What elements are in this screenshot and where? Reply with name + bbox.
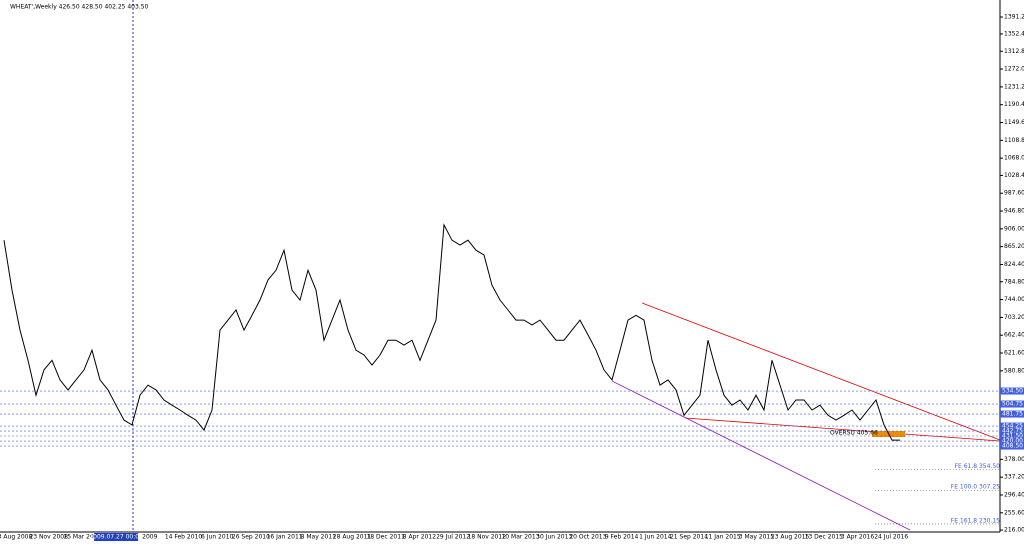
x-tick-label: 16 Jan 2011 bbox=[267, 534, 303, 541]
level-label: 481.75 bbox=[1002, 411, 1023, 418]
crosshair-label bbox=[94, 533, 139, 541]
level-box bbox=[1000, 410, 1024, 418]
y-tick-label: 987.60 bbox=[1004, 190, 1024, 197]
y-tick-label: 378.00 bbox=[1004, 456, 1024, 463]
x-tick-label: 13 Dec 2015 bbox=[805, 534, 844, 541]
x-tick-label: 18 Nov 2012 bbox=[468, 534, 507, 541]
level-box bbox=[1000, 422, 1024, 430]
level-box bbox=[1000, 442, 1024, 450]
y-tick-label: 865.20 bbox=[1004, 243, 1024, 250]
y-tick-label: 1272.00 bbox=[1004, 66, 1024, 73]
fibo-label: FE 100.0 307.25 bbox=[951, 484, 1000, 491]
fibo-label: FE 161.8 230.15 bbox=[951, 517, 1000, 524]
x-tick-label: 23 Aug 2015 bbox=[771, 534, 810, 541]
x-tick-label: 30 Jun 2013 bbox=[536, 534, 572, 541]
y-tick-label: 784.80 bbox=[1004, 278, 1024, 285]
y-tick-label: 216.00 bbox=[1004, 527, 1024, 534]
y-tick-label: 1149.60 bbox=[1004, 119, 1024, 126]
level-box bbox=[1000, 427, 1024, 435]
level-label: 504.75 bbox=[1002, 401, 1023, 408]
y-tick-label: 1028.40 bbox=[1004, 172, 1024, 179]
x-tick-label: 2009 bbox=[142, 534, 157, 541]
y-tick-label: 1312.80 bbox=[1004, 48, 1024, 55]
y-tick-label: 662.40 bbox=[1004, 332, 1024, 339]
x-tick-label: 8 May 2011 bbox=[301, 534, 336, 541]
fibo-label: FE 61.8 354.50 bbox=[955, 463, 1001, 470]
y-tick-label: 337.20 bbox=[1004, 474, 1024, 481]
x-tick-label: 20 Oct 2013 bbox=[569, 534, 606, 541]
x-tick-label: 21 Sep 2014 bbox=[670, 534, 708, 541]
y-tick-label: 1231.20 bbox=[1004, 83, 1024, 90]
x-tick-label: 3 Aug 2008 bbox=[0, 534, 32, 541]
x-tick-label: 15 Mar 2009 bbox=[63, 534, 101, 541]
y-tick-label: 906.00 bbox=[1004, 225, 1024, 232]
x-tick-label: 9 Feb 2014 bbox=[605, 534, 639, 541]
x-tick-label: 6 Jun 2010 bbox=[201, 534, 233, 541]
y-tick-label: 744.00 bbox=[1004, 296, 1024, 303]
price-line bbox=[3, 223, 900, 441]
x-tick-label: 23 Nov 2008 bbox=[29, 534, 68, 541]
x-tick-label: 14 Feb 2010 bbox=[165, 534, 203, 541]
level-label: 454.25 bbox=[1002, 423, 1023, 430]
y-tick-label: 703.20 bbox=[1004, 314, 1024, 321]
y-tick-label: 296.40 bbox=[1004, 491, 1024, 498]
y-tick-label: 1391.20 bbox=[1004, 14, 1024, 21]
y-tick-label: 255.60 bbox=[1004, 509, 1024, 516]
x-tick-label: 8 Apr 2012 bbox=[403, 534, 436, 541]
level-label: 442.75 bbox=[1002, 428, 1023, 435]
trendline bbox=[641, 302, 1001, 441]
x-tick-label: 18 Dec 2011 bbox=[367, 534, 406, 541]
x-tick-label: 26 Sep 2010 bbox=[232, 534, 270, 541]
level-label: 534.50 bbox=[1002, 388, 1023, 395]
y-tick-label: 1352.40 bbox=[1004, 30, 1024, 37]
x-tick-label: 11 Jan 2015 bbox=[705, 534, 741, 541]
x-tick-label: 28 Aug 2011 bbox=[333, 534, 372, 541]
y-tick-label: 580.80 bbox=[1004, 367, 1024, 374]
y-tick-label: 946.80 bbox=[1004, 208, 1024, 215]
y-tick-label: 1068.00 bbox=[1004, 155, 1024, 162]
y-tick-label: 1108.80 bbox=[1004, 137, 1024, 144]
level-box bbox=[1000, 432, 1024, 440]
level-box bbox=[1000, 400, 1024, 408]
level-box bbox=[1000, 387, 1024, 395]
x-tick-label: 3 May 2015 bbox=[739, 534, 774, 541]
level-label: 431.50 bbox=[1002, 432, 1023, 439]
x-tick-label: 2009.07.27 00:00 bbox=[89, 534, 143, 541]
level-box bbox=[1000, 437, 1024, 445]
chart-title: WHEAT',Weekly 426.50 428.50 402.25 403.5… bbox=[10, 4, 149, 11]
annotation: OVERSU 405.66 bbox=[830, 430, 878, 437]
y-tick-label: 824.40 bbox=[1004, 261, 1024, 268]
x-tick-label: 10 Mar 2013 bbox=[501, 534, 539, 541]
trendline bbox=[611, 380, 911, 531]
x-tick-label: 29 Jul 2012 bbox=[436, 534, 470, 541]
x-tick-label: 24 Jul 2016 bbox=[874, 534, 908, 541]
level-label: 408.50 bbox=[1002, 443, 1023, 450]
x-tick-label: 1 Jun 2014 bbox=[639, 534, 671, 541]
x-tick-label: 3 Apr 2016 bbox=[841, 534, 874, 541]
y-tick-label: 621.60 bbox=[1004, 350, 1024, 357]
trendline bbox=[684, 417, 1001, 442]
level-label: 420.00 bbox=[1002, 438, 1023, 445]
y-tick-label: 1190.40 bbox=[1004, 101, 1024, 108]
